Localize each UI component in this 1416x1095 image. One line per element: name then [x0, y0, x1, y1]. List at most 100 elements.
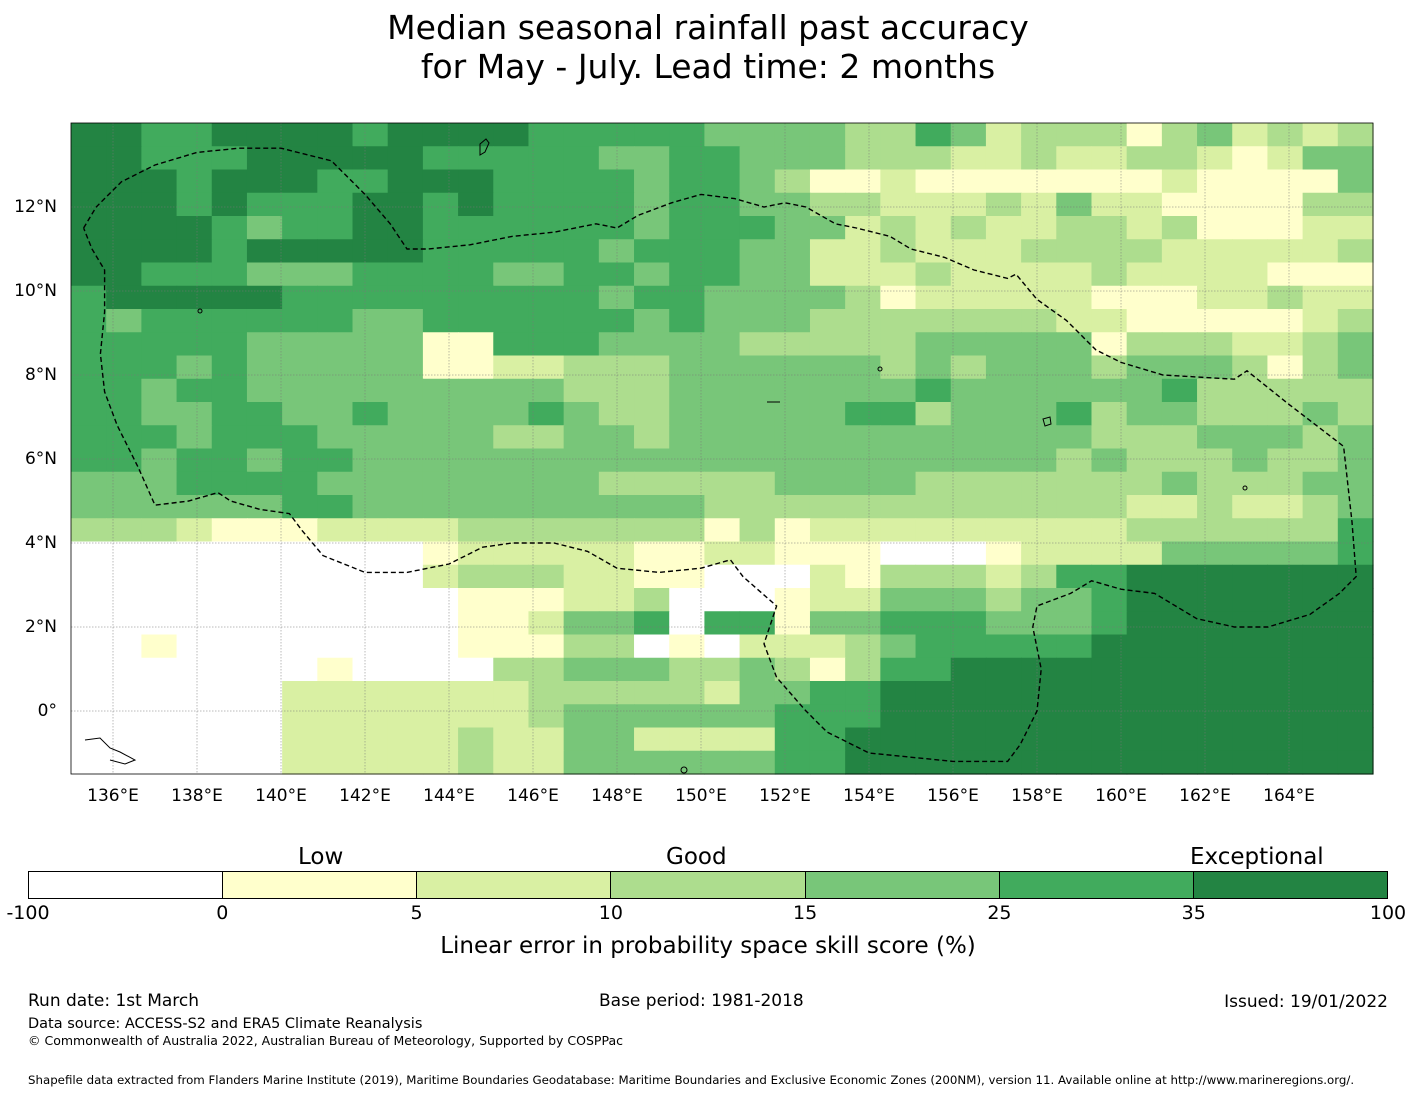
skill-cell — [71, 192, 107, 217]
skill-cell — [317, 727, 354, 752]
skill-cell — [950, 425, 987, 450]
skill-cell — [317, 146, 354, 171]
skill-cell — [704, 239, 741, 264]
skill-cell — [317, 332, 354, 357]
skill-cell — [563, 564, 600, 589]
skill-cell — [1091, 471, 1128, 496]
skill-cell — [1267, 285, 1304, 310]
skill-cell — [598, 355, 635, 380]
skill-cell — [985, 727, 1022, 752]
skill-cell — [458, 518, 494, 543]
skill-cell — [317, 611, 354, 636]
skill-cell — [563, 146, 600, 171]
skill-cell — [774, 285, 811, 310]
skill-cell — [774, 123, 811, 147]
skill-cell — [1056, 541, 1093, 566]
skill-cell — [352, 192, 389, 217]
skill-cell — [704, 355, 741, 380]
skill-cell — [563, 611, 600, 636]
skill-cell — [141, 681, 178, 705]
skill-cell — [458, 355, 494, 380]
skill-cell — [1267, 262, 1304, 287]
latitude-tick-label: 2°N — [24, 617, 57, 637]
skill-cell — [634, 727, 670, 752]
skill-cell — [985, 518, 1022, 543]
skill-cell — [422, 518, 459, 543]
skill-cell — [282, 727, 318, 752]
skill-cell — [1197, 123, 1233, 147]
skill-cell — [1056, 495, 1093, 519]
skill-cell — [598, 192, 635, 217]
skill-cell — [1197, 332, 1233, 357]
skill-cell — [246, 285, 283, 310]
skill-cell — [880, 378, 917, 403]
skill-cell — [352, 216, 389, 240]
skill-cell — [704, 611, 741, 636]
skill-cell — [71, 402, 107, 426]
skill-cell — [950, 355, 987, 380]
skill-cell — [1302, 378, 1339, 403]
skill-grid — [71, 123, 1374, 775]
skill-cell — [563, 657, 600, 682]
skill-cell — [950, 471, 987, 496]
skill-cell — [528, 657, 565, 682]
skill-cell — [1302, 750, 1339, 775]
skill-cell — [317, 750, 354, 775]
skill-cell — [106, 402, 142, 426]
skill-cell — [950, 216, 987, 240]
skill-cell — [246, 634, 283, 659]
skill-cell — [71, 657, 107, 682]
skill-cell — [71, 541, 107, 566]
skill-cell — [71, 378, 107, 403]
skill-cell — [1161, 402, 1198, 426]
skill-cell — [880, 727, 917, 752]
skill-cell — [774, 239, 811, 264]
skill-cell — [880, 564, 917, 589]
skill-cell — [880, 471, 917, 496]
skill-cell — [915, 750, 952, 775]
skill-cell — [774, 402, 811, 426]
skill-cell — [950, 402, 987, 426]
skill-cell — [1056, 611, 1093, 636]
skill-cell — [1126, 146, 1163, 171]
skill-cell — [176, 681, 213, 705]
skill-cell — [845, 425, 881, 450]
skill-cell — [211, 332, 248, 357]
skill-cell — [1267, 495, 1304, 519]
skill-cell — [598, 332, 635, 357]
skill-cell — [1091, 541, 1128, 566]
skill-cell — [915, 471, 952, 496]
skill-cell — [1337, 495, 1374, 519]
skill-cell — [211, 588, 248, 612]
skill-cell — [387, 681, 424, 705]
skill-cell — [493, 192, 530, 217]
skill-cell — [880, 402, 917, 426]
skill-cell — [1161, 239, 1198, 264]
skill-cell — [211, 518, 248, 543]
skill-cell — [1126, 169, 1163, 194]
skill-cell — [1302, 657, 1339, 682]
skill-cell — [704, 704, 741, 729]
skill-cell — [598, 564, 635, 589]
skill-cell — [282, 471, 318, 496]
skill-cell — [317, 634, 354, 659]
skill-cell — [563, 448, 600, 473]
skill-cell — [739, 495, 776, 519]
skill-cell — [809, 332, 846, 357]
skill-cell — [176, 471, 213, 496]
skill-cell — [669, 495, 706, 519]
skill-cell — [845, 495, 881, 519]
skill-cell — [1337, 750, 1374, 775]
skill-cell — [563, 309, 600, 333]
skill-cell — [1267, 750, 1304, 775]
skill-cell — [493, 518, 530, 543]
skill-cell — [106, 611, 142, 636]
skill-cell — [598, 681, 635, 705]
skill-cell — [1091, 216, 1128, 240]
skill-cell — [1267, 448, 1304, 473]
png-coast — [84, 737, 137, 765]
skill-cell — [985, 332, 1022, 357]
skill-cell — [141, 192, 178, 217]
skill-cell — [387, 146, 424, 171]
skill-cell — [493, 262, 530, 287]
